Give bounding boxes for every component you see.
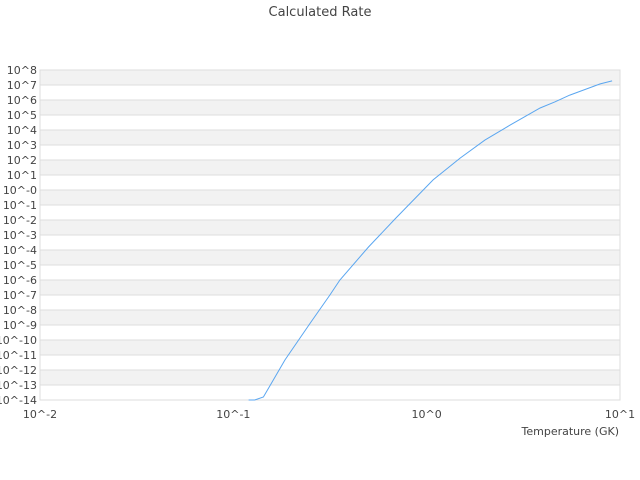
y-tick-label: 10^-3 — [3, 229, 37, 242]
y-tick-label: 10^-7 — [3, 289, 37, 302]
x-tick-label: 10^-2 — [23, 408, 57, 421]
y-tick-label: 10^2 — [7, 154, 37, 167]
y-tick-label: 10^3 — [7, 139, 37, 152]
series-line — [248, 80, 613, 401]
grid-band — [40, 160, 620, 175]
grid-band — [40, 190, 620, 205]
grid-band — [40, 220, 620, 235]
y-tick-label: 10^5 — [7, 109, 37, 122]
chart-title: Calculated Rate — [269, 5, 372, 20]
grid-band — [40, 340, 620, 355]
y-tick-label: 10^6 — [7, 94, 37, 107]
y-tick-label: 10^8 — [7, 64, 37, 77]
grid-band — [40, 100, 620, 115]
y-tick-label: 10^1 — [7, 169, 37, 182]
x-tick-label: 10^-1 — [216, 408, 250, 421]
y-tick-label: 10^-0 — [3, 184, 37, 197]
grid-band — [40, 280, 620, 295]
plot-border — [39, 69, 621, 401]
y-tick-label: 10^4 — [7, 124, 37, 137]
x-tick-label: 10^1 — [605, 408, 635, 421]
y-tick-label: 10^-2 — [3, 214, 37, 227]
y-tick-label: 10^-11 — [0, 349, 37, 362]
grid-band — [40, 370, 620, 385]
y-tick-label: 10^-8 — [3, 304, 37, 317]
y-tick-label: 10^-6 — [3, 274, 37, 287]
y-tick-label: 10^-4 — [3, 244, 37, 257]
y-tick-label: 10^-1 — [3, 199, 37, 212]
y-tick-label: 10^-5 — [3, 259, 37, 272]
y-tick-label: 10^-13 — [0, 379, 37, 392]
y-tick-label: 10^-12 — [0, 364, 37, 377]
x-tick-label: 10^0 — [412, 408, 442, 421]
x-axis-label: Temperature (GK) — [521, 425, 620, 438]
grid-band — [40, 130, 620, 145]
y-tick-label: 10^-10 — [0, 334, 37, 347]
grid-band — [40, 310, 620, 325]
y-tick-label: 10^-9 — [3, 319, 37, 332]
y-tick-label: 10^7 — [7, 79, 37, 92]
y-tick-label: 10^-14 — [0, 394, 37, 407]
grid-band — [40, 250, 620, 265]
grid-band — [40, 70, 620, 85]
